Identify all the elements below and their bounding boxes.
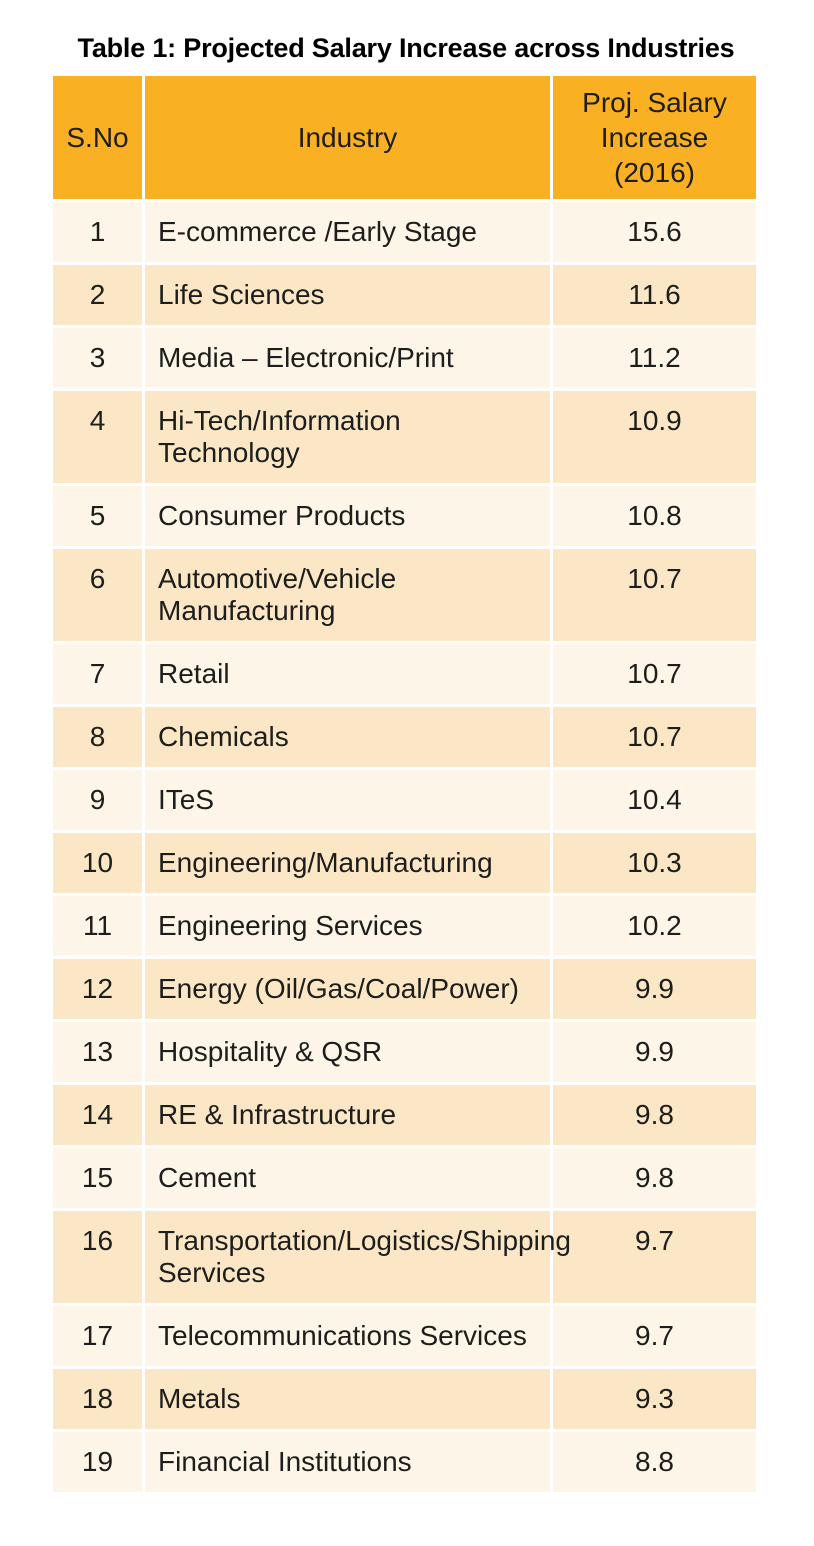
cell-sno: 13 [53,1022,145,1085]
cell-proj-salary-increase: 9.8 [553,1085,759,1148]
header-row: S.No Industry Proj. Salary Increase (201… [53,76,759,202]
cell-proj-salary-increase: 11.2 [553,328,759,391]
cell-sno: 16 [53,1211,145,1306]
cell-proj-salary-increase: 9.9 [553,1022,759,1085]
cell-proj-salary-increase: 9.7 [553,1211,759,1306]
cell-industry: Financial Institutions [145,1432,553,1495]
cell-sno: 18 [53,1369,145,1432]
cell-industry: Energy (Oil/Gas/Coal/Power) [145,959,553,1022]
cell-proj-salary-increase: 15.6 [553,202,759,265]
cell-proj-salary-increase: 8.8 [553,1432,759,1495]
table-row: 4 Hi-Tech/Information Technology 10.9 [53,391,759,486]
cell-industry: Engineering Services [145,896,553,959]
cell-proj-salary-increase: 9.9 [553,959,759,1022]
table-row: 9 ITeS 10.4 [53,770,759,833]
cell-proj-salary-increase: 10.7 [553,644,759,707]
cell-sno: 19 [53,1432,145,1495]
table-row: 16 Transportation/Logistics/Shipping Ser… [53,1211,759,1306]
cell-industry: ITeS [145,770,553,833]
column-header-industry: Industry [145,76,553,202]
cell-sno: 3 [53,328,145,391]
table-row: 8 Chemicals 10.7 [53,707,759,770]
cell-sno: 7 [53,644,145,707]
table-row: 11 Engineering Services 10.2 [53,896,759,959]
cell-proj-salary-increase: 9.7 [553,1306,759,1369]
cell-proj-salary-increase: 9.3 [553,1369,759,1432]
cell-proj-salary-increase: 10.4 [553,770,759,833]
cell-sno: 5 [53,486,145,549]
cell-sno: 2 [53,265,145,328]
cell-industry: Hospitality & QSR [145,1022,553,1085]
cell-industry: Chemicals [145,707,553,770]
table-title: Table 1: Projected Salary Increase acros… [77,33,735,63]
table-row: 15 Cement 9.8 [53,1148,759,1211]
table-row: 1 E-commerce /Early Stage 15.6 [53,202,759,265]
cell-sno: 9 [53,770,145,833]
cell-sno: 14 [53,1085,145,1148]
cell-industry: Hi-Tech/Information Technology [145,391,553,486]
cell-sno: 6 [53,549,145,644]
cell-industry: Life Sciences [145,265,553,328]
table-row: 7 Retail 10.7 [53,644,759,707]
cell-industry: Automotive/Vehicle Manufacturing [145,549,553,644]
cell-sno: 10 [53,833,145,896]
cell-industry: E-commerce /Early Stage [145,202,553,265]
table-row: 2 Life Sciences 11.6 [53,265,759,328]
cell-sno: 1 [53,202,145,265]
table-row: 3 Media – Electronic/Print 11.2 [53,328,759,391]
cell-industry: Retail [145,644,553,707]
cell-industry: Metals [145,1369,553,1432]
table-row: 19 Financial Institutions 8.8 [53,1432,759,1495]
cell-sno: 15 [53,1148,145,1211]
cell-industry: Consumer Products [145,486,553,549]
cell-proj-salary-increase: 9.8 [553,1148,759,1211]
cell-industry: Cement [145,1148,553,1211]
table-row: 17 Telecommunications Services 9.7 [53,1306,759,1369]
cell-industry: Transportation/Logistics/Shipping Servic… [145,1211,571,1306]
table-row: 6 Automotive/Vehicle Manufacturing 10.7 [53,549,759,644]
cell-sno: 12 [53,959,145,1022]
cell-proj-salary-increase: 10.9 [553,391,759,486]
table-row: 18 Metals 9.3 [53,1369,759,1432]
table-row: 12 Energy (Oil/Gas/Coal/Power) 9.9 [53,959,759,1022]
table-row: 14 RE & Infrastructure 9.8 [53,1085,759,1148]
document-page: Table 1: Projected Salary Increase acros… [53,33,759,1495]
salary-increase-table: S.No Industry Proj. Salary Increase (201… [53,76,759,1495]
cell-proj-salary-increase: 10.3 [553,833,759,896]
table-row: 13 Hospitality & QSR 9.9 [53,1022,759,1085]
cell-industry: Media – Electronic/Print [145,328,553,391]
cell-sno: 8 [53,707,145,770]
table-row: 10 Engineering/Manufacturing 10.3 [53,833,759,896]
table-body: 1 E-commerce /Early Stage 15.6 2 Life Sc… [53,202,759,1495]
cell-proj-salary-increase: 10.7 [553,549,759,644]
cell-proj-salary-increase: 10.8 [553,486,759,549]
cell-sno: 4 [53,391,145,486]
column-header-sno: S.No [53,76,145,202]
cell-industry: RE & Infrastructure [145,1085,553,1148]
cell-sno: 11 [53,896,145,959]
table-row: 5 Consumer Products 10.8 [53,486,759,549]
cell-proj-salary-increase: 11.6 [553,265,759,328]
cell-proj-salary-increase: 10.7 [553,707,759,770]
cell-proj-salary-increase: 10.2 [553,896,759,959]
cell-industry: Telecommunications Services [145,1306,553,1369]
column-header-proj-salary-increase: Proj. Salary Increase (2016) [553,76,759,202]
cell-sno: 17 [53,1306,145,1369]
cell-industry: Engineering/Manufacturing [145,833,553,896]
